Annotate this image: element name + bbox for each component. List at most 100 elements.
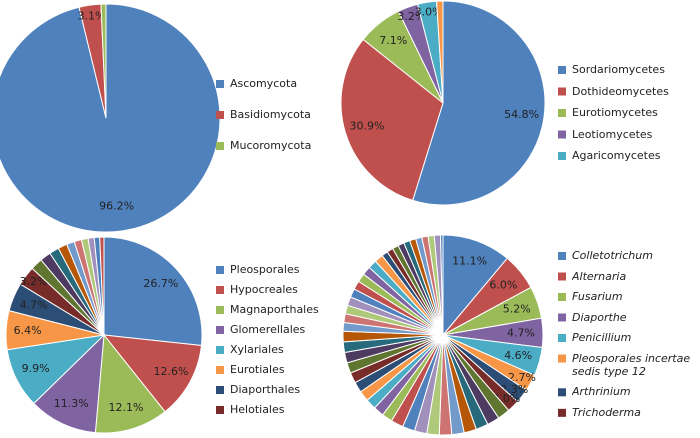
slice-label: 6.0% [489,279,517,292]
legend-entry: Eurotiales [230,363,285,376]
legend-swatch [558,87,566,96]
legend-label: Alternaria [572,269,627,283]
legend-swatch [558,354,566,363]
legend-swatch [216,386,224,394]
legend-label: Glomerellales [230,323,306,336]
slice-label: 11.1% [452,255,487,268]
legend-swatch [216,111,224,119]
legend-label: Ascomycota [230,77,298,90]
legend-entry: Arthrinium [572,385,631,399]
legend-swatch [558,334,566,342]
legend-label: Agaricomycetes [572,149,661,162]
legend-swatch [558,66,566,74]
legend-label: Pleosporales incertae sedis type 12 [572,351,691,378]
slice-label: 4.7% [20,298,48,311]
legend-label: Helotiales [230,403,285,416]
legend-swatch [558,293,566,301]
slice-label: 2.7% [508,371,536,384]
legend-swatch [216,326,224,334]
legend-entry: Colletotrichum [572,249,653,262]
pie-slice [442,234,508,337]
legend-label: Leotiomycetes [572,127,653,141]
legend-entry: Pleosporales incertae sedis type 12 [572,351,691,378]
legend-label: Fusarium [572,290,623,303]
legend-swatch [558,130,566,139]
pie-slice [0,3,221,233]
pie-slice [94,333,166,434]
legend-label: Penicillium [572,331,632,344]
legend-label: Diaporthe [572,310,627,324]
legend-entry: Dothideomycetes [572,84,669,98]
legend-entry: Sordariomycetes [572,63,665,76]
legend-swatch [558,408,566,417]
pie-slice [100,3,107,119]
slice-label: 9.9% [22,362,50,375]
legend-label: Arthrinium [572,385,631,399]
legend-label: Diaporthales [230,383,301,396]
legend-entry: Pleosporales [230,263,300,276]
legend-entry: Leotiomycetes [572,127,653,141]
legend-label: Sordariomycetes [572,63,665,76]
pie-slice [33,333,105,434]
legend-swatch [216,80,224,88]
legend-entry: Glomerellales [230,323,306,336]
slice-label: 12.1% [109,401,144,414]
slice-label: 54.8% [504,108,539,121]
legend-entry: Fusarium [572,290,623,303]
slice-label: 12.6% [154,365,189,378]
legend-entry: Magnaporthales [230,303,319,316]
legend-label: Hypocreales [230,283,298,296]
legend-label: Basidiomycota [230,108,311,121]
legend-swatch [558,272,566,281]
slice-label: 7.1% [379,34,407,47]
slice-label: 3.2% [397,10,425,23]
legend-entry: Hypocreales [230,283,298,296]
legend-label: Mucoromycota [230,139,312,152]
legend-label: Eurotiales [230,363,285,376]
legend-entry: Diaporthe [572,310,627,324]
legend-label: Xylariales [230,343,284,356]
slice-label: 4.7% [507,326,535,339]
legend-entry: Basidiomycota [230,108,311,121]
legend-swatch [216,406,224,414]
pie-slice [412,0,546,206]
legend-entry: Helotiales [230,403,285,416]
slice-label: 26.7% [143,277,178,290]
legend-entry: Alternaria [572,269,627,283]
legend-label: Colletotrichum [572,249,653,262]
legend-entry: Penicillium [572,331,632,344]
legend-entry: Eurotiomycetes [572,106,658,119]
legend-swatch [216,366,224,374]
pie-slice [439,234,444,336]
legend-entry: Diaporthales [230,383,301,396]
legend-swatch [216,286,224,294]
legend-entry: Mucoromycota [230,139,312,152]
legend-entry: Trichoderma [572,405,641,419]
legend-swatch [558,388,566,397]
slice-label: 30.9% [349,119,384,132]
pie-slice [340,38,444,202]
legend-entry: Ascomycota [230,77,298,90]
legend-swatch [216,142,224,150]
legend-label: Pleosporales [230,263,300,276]
slice-label: 11.3% [54,397,89,410]
pie-slice [436,0,444,104]
legend-swatch [216,266,224,274]
pie-slice [102,334,202,413]
slice-label: 3.1% [78,9,106,22]
legend-label: Dothideomycetes [572,84,669,98]
legend-label: Magnaporthales [230,303,319,316]
legend-swatch [558,313,566,322]
slice-label: 96.2% [99,199,134,212]
slice-label: 5.2% [503,303,531,316]
legend-swatch [216,346,224,354]
pie-slice [99,236,105,336]
legend-swatch [558,252,566,260]
slice-label: 3.2% [20,275,48,288]
slice-label: 4.6% [504,349,532,362]
legend-entry: Xylariales [230,343,284,356]
legend-label: Trichoderma [572,405,641,419]
legend-entry: Agaricomycetes [572,149,661,162]
slice-label: 3.0% [415,5,443,18]
